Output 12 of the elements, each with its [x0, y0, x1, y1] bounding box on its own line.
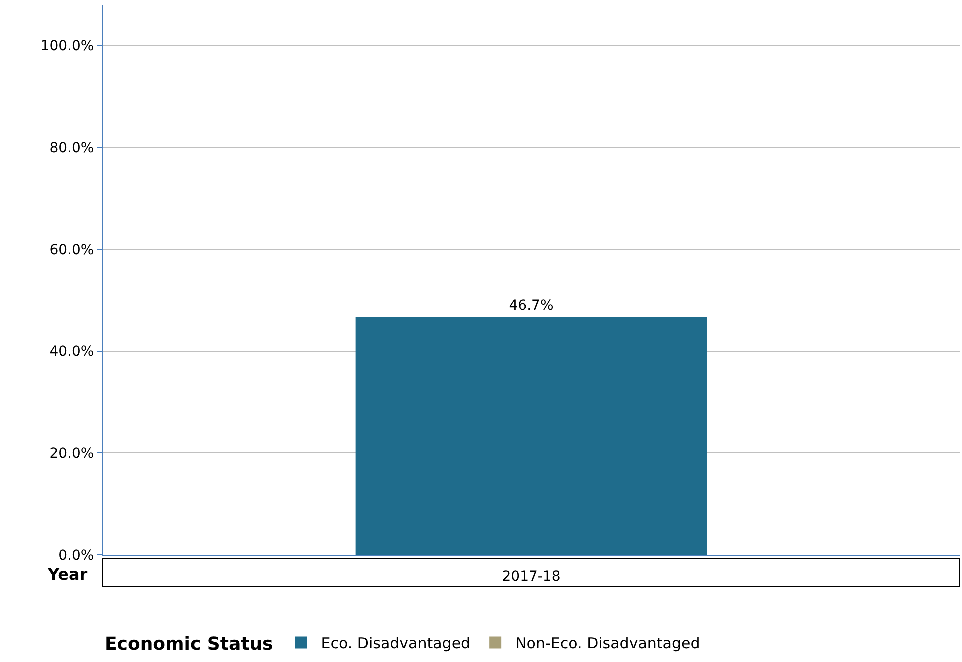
legend-title: Economic Status	[105, 634, 274, 655]
y-tick-label: 20.0%	[50, 446, 94, 462]
data-label: 46.7%	[509, 298, 554, 314]
y-tick-label: 40.0%	[50, 344, 94, 360]
legend-label: Eco. Disadvantaged	[321, 634, 471, 653]
legend-label: Non-Eco. Disadvantaged	[516, 634, 700, 653]
y-tick-label: 60.0%	[50, 242, 94, 258]
x-axis-title: Year	[47, 565, 88, 584]
y-tick-label: 0.0%	[58, 548, 94, 564]
y-tick-label: 100.0%	[40, 38, 94, 55]
y-tick-label: 80.0%	[50, 140, 94, 156]
x-tick-label: 2017-18	[502, 568, 561, 585]
